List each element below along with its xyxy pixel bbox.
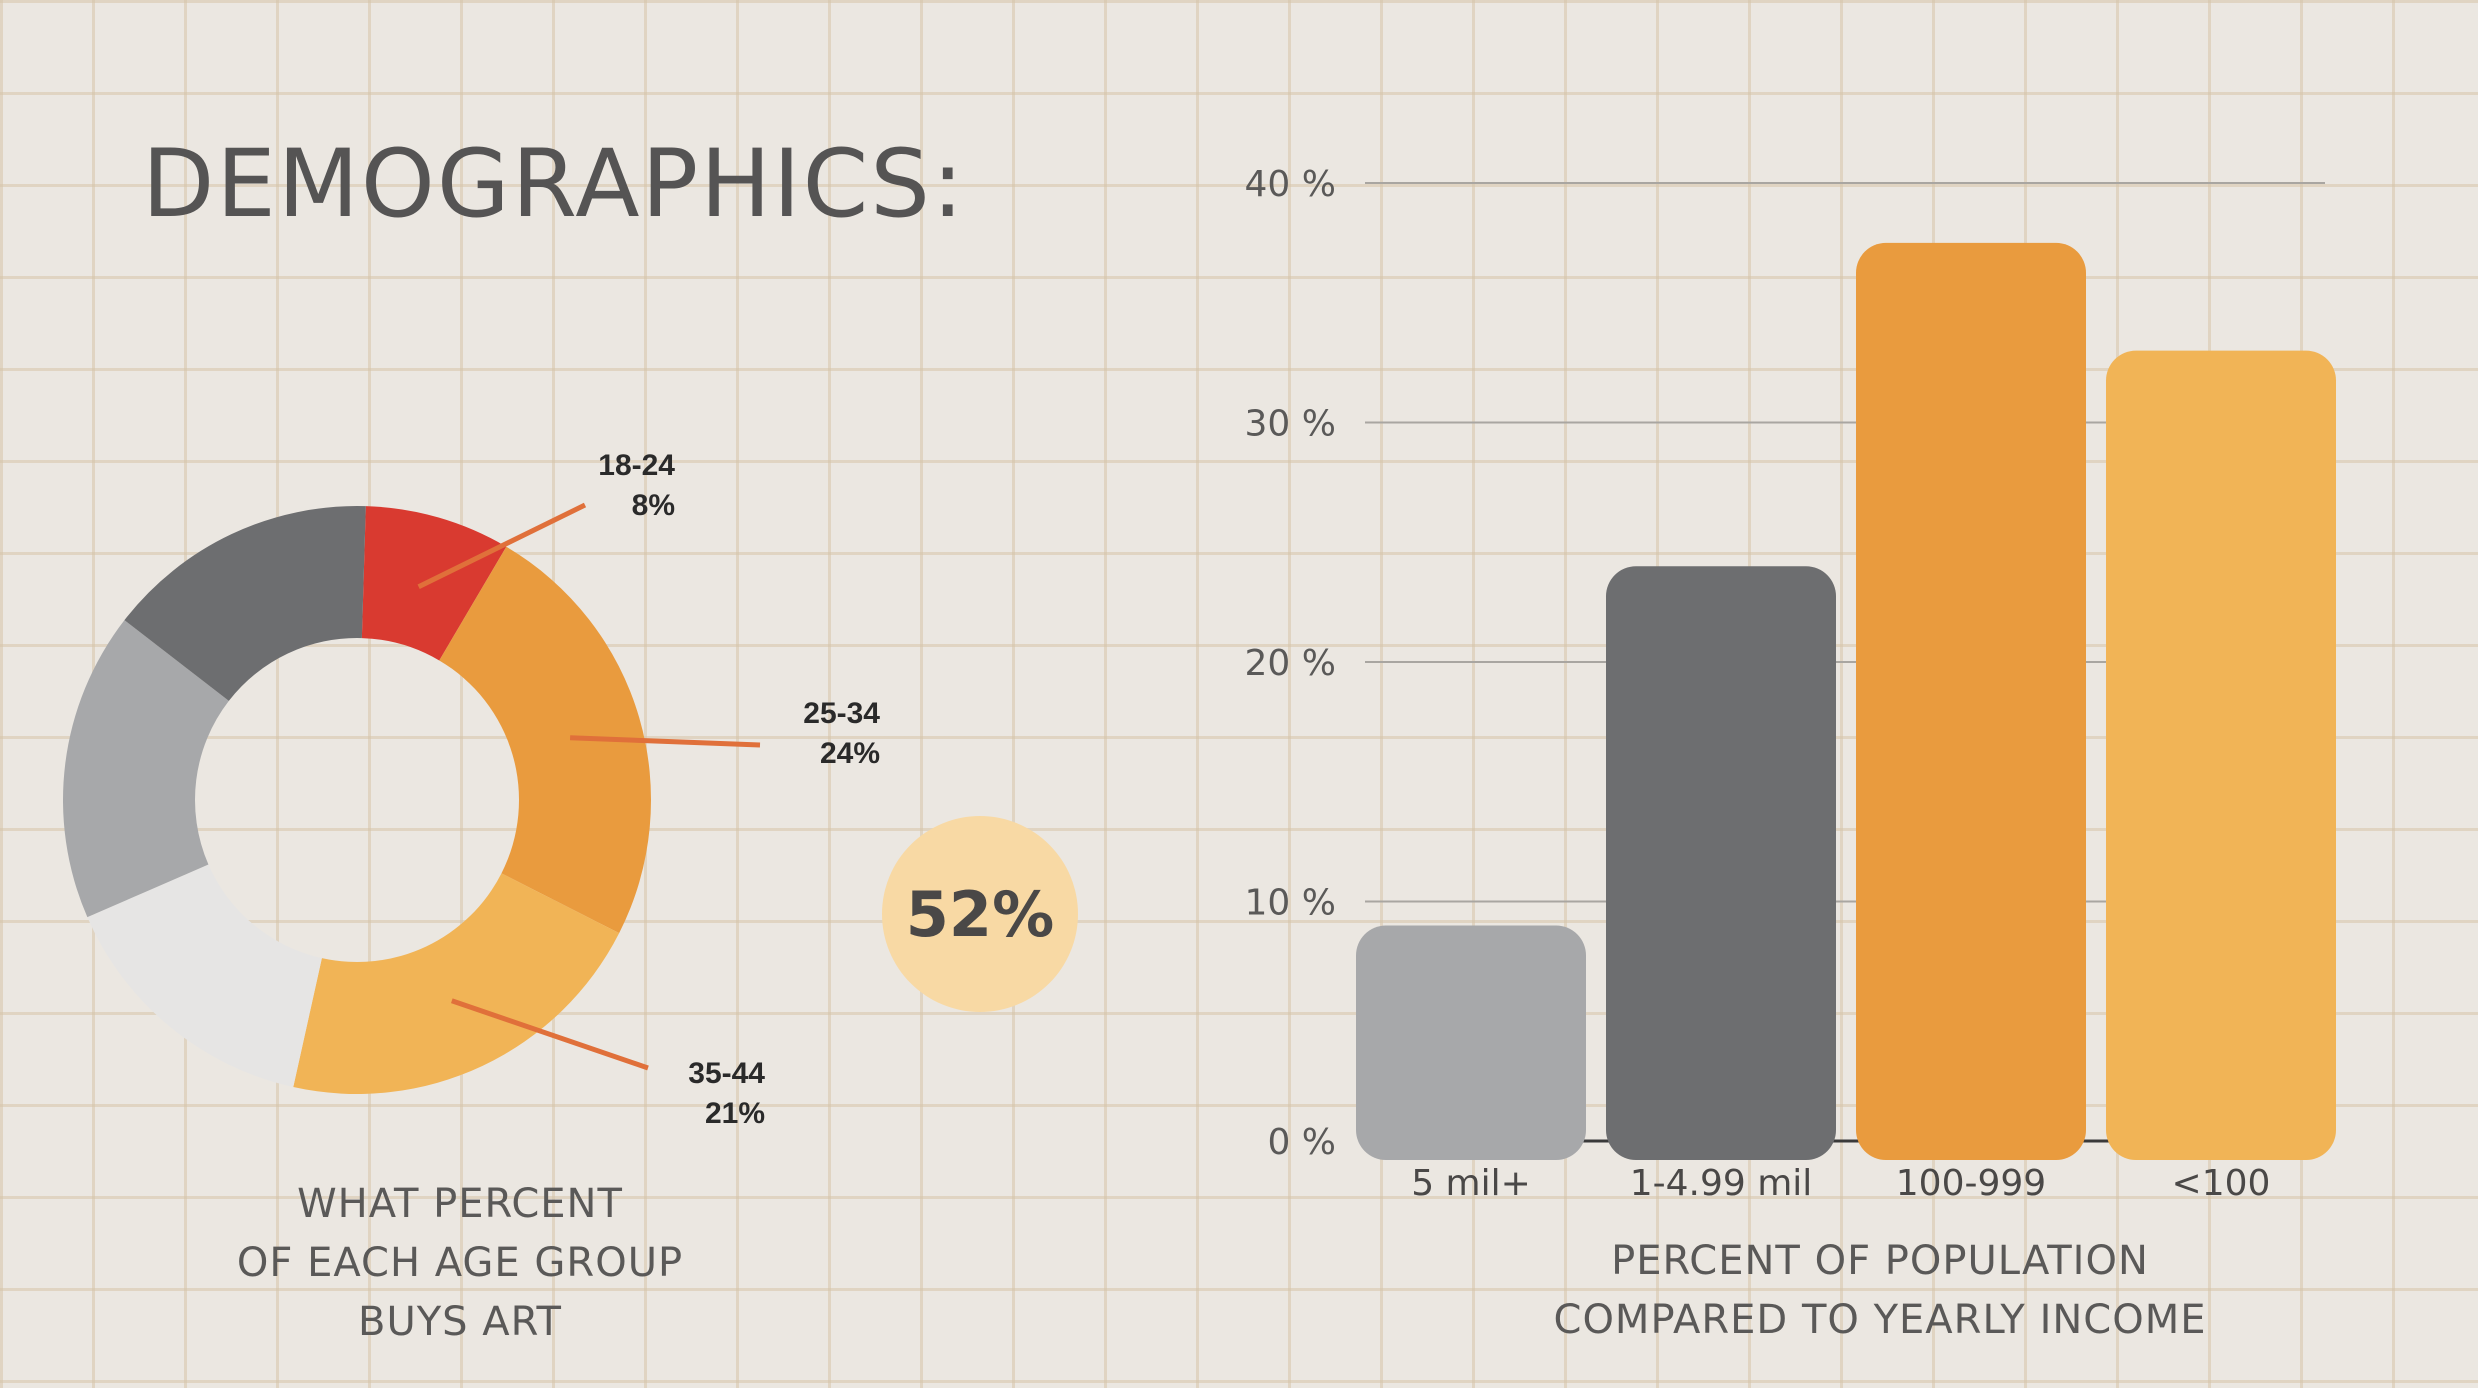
- slice-label: 18-24: [598, 449, 675, 482]
- x-tick-label: <100: [2172, 1163, 2271, 1204]
- percent-badge-value: 52%: [905, 877, 1055, 951]
- slice-value-label: 24%: [820, 737, 880, 770]
- y-tick-label: 20 %: [1245, 643, 1336, 684]
- slice-value-label: 8%: [632, 489, 675, 522]
- donut-caption: WHAT PERCENT OF EACH AGE GROUP BUYS ART: [180, 1175, 740, 1352]
- slice-value-label: 21%: [705, 1097, 765, 1130]
- x-tick-label: 100-999: [1896, 1163, 2046, 1204]
- page-title: DEMOGRAPHICS:: [142, 130, 966, 239]
- donut-slice: [439, 546, 651, 934]
- y-tick-label: 40 %: [1245, 164, 1336, 205]
- age-donut-chart: 18-24 8% 25-34 24% 35-44 21%: [62, 449, 880, 1130]
- bar: [1856, 242, 2086, 1160]
- leader-line: [417, 502, 587, 589]
- donut-slice: [87, 864, 322, 1088]
- y-tick-label: 30 %: [1245, 404, 1336, 445]
- donut-slice: [293, 873, 620, 1094]
- donut-slice: [361, 506, 507, 661]
- x-tick-label: 1-4.99 mil: [1630, 1163, 1813, 1204]
- donut-caption-line: OF EACH AGE GROUP: [236, 1240, 684, 1286]
- slice-label: 25-34: [803, 697, 880, 730]
- y-tick-label: 0 %: [1267, 1122, 1336, 1163]
- donut-slice: [124, 505, 366, 701]
- donut-slice: [62, 620, 229, 918]
- donut-caption-line: WHAT PERCENT: [297, 1181, 623, 1227]
- leader-line: [570, 735, 761, 748]
- bar: [2106, 350, 2336, 1160]
- leader-line: [450, 998, 649, 1071]
- slice-label: 35-44: [688, 1057, 765, 1090]
- income-bar-chart: 0 % 10 % 20 % 30 % 40 % 5 mil+ 1-4.99 mil 100-9…: [1245, 164, 2336, 1204]
- bar-caption: PERCENT OF POPULATION COMPARED TO YEARLY…: [1480, 1232, 2280, 1350]
- bar-caption-line: COMPARED TO YEARLY INCOME: [1553, 1297, 2207, 1343]
- bar-caption-line: PERCENT OF POPULATION: [1611, 1238, 2149, 1284]
- x-tick-label: 5 mil+: [1411, 1163, 1531, 1204]
- donut-caption-line: BUYS ART: [358, 1299, 562, 1345]
- bar: [1606, 566, 1836, 1160]
- y-tick-label: 10 %: [1245, 883, 1336, 924]
- bar: [1356, 925, 1586, 1160]
- percent-badge: 52%: [882, 816, 1078, 1012]
